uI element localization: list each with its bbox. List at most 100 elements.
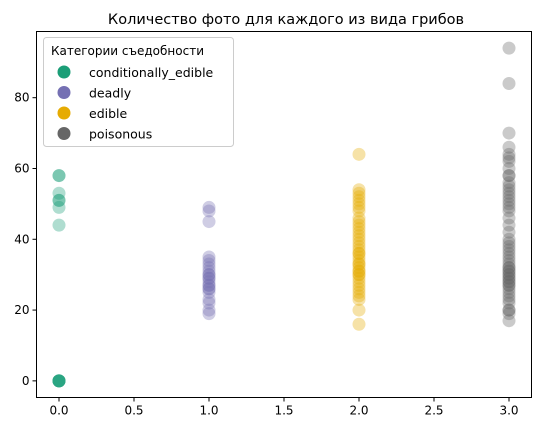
data-point-edible — [352, 211, 366, 225]
data-point-poisonous — [502, 186, 516, 200]
data-point-deadly — [202, 264, 216, 278]
data-point-deadly — [202, 307, 216, 321]
x-tick-label: 1.5 — [274, 404, 293, 418]
x-tick-label: 2.0 — [349, 404, 368, 418]
data-point-edible — [352, 289, 366, 303]
data-point-edible — [352, 268, 366, 282]
data-point-edible — [352, 190, 366, 204]
legend-title: Категории съедобности — [51, 44, 204, 58]
data-point-edible — [352, 204, 366, 218]
data-point-edible — [352, 257, 366, 271]
data-point-edible — [352, 317, 366, 331]
data-point-edible — [352, 292, 366, 306]
data-point-poisonous — [502, 257, 516, 271]
y-tick-label: 40 — [14, 232, 29, 246]
data-point-poisonous — [502, 289, 516, 303]
data-point-poisonous — [502, 193, 516, 207]
data-point-conditionally_edible — [52, 374, 66, 388]
data-point-edible — [352, 271, 366, 285]
data-point-edible — [352, 257, 366, 271]
legend-marker-conditionally_edible — [57, 65, 71, 79]
data-point-poisonous — [502, 271, 516, 285]
data-point-edible — [352, 246, 366, 260]
legend-box — [43, 37, 234, 147]
data-point-poisonous — [502, 264, 516, 278]
chart-title: Количество фото для каждого из вида гриб… — [108, 12, 464, 28]
data-point-edible — [352, 250, 366, 264]
data-point-poisonous — [502, 161, 516, 175]
data-point-poisonous — [502, 285, 516, 299]
data-point-deadly — [202, 303, 216, 317]
data-point-edible — [352, 222, 366, 236]
data-point-poisonous — [502, 296, 516, 310]
legend-marker-poisonous — [57, 127, 71, 140]
legend-label-edible: edible — [89, 106, 128, 121]
data-point-deadly — [202, 271, 216, 285]
data-point-conditionally_edible — [52, 186, 66, 200]
data-point-poisonous — [502, 154, 516, 168]
data-point-conditionally_edible — [52, 169, 66, 183]
data-point-poisonous — [502, 147, 516, 161]
data-point-poisonous — [502, 271, 516, 285]
data-point-poisonous — [502, 190, 516, 204]
data-point-poisonous — [502, 236, 516, 250]
data-point-poisonous — [502, 225, 516, 239]
data-point-deadly — [202, 271, 216, 285]
data-point-edible — [352, 303, 366, 317]
data-point-poisonous — [502, 243, 516, 257]
data-point-poisonous — [502, 278, 516, 292]
data-point-poisonous — [502, 140, 516, 154]
data-point-edible — [352, 264, 366, 278]
data-point-poisonous — [502, 303, 516, 317]
data-point-poisonous — [502, 183, 516, 197]
data-point-poisonous — [502, 204, 516, 218]
y-tick-label: 80 — [14, 91, 29, 105]
data-point-edible — [352, 236, 366, 250]
data-point-conditionally_edible — [52, 200, 66, 214]
data-point-poisonous — [502, 275, 516, 289]
data-point-poisonous — [502, 179, 516, 193]
data-point-edible — [352, 197, 366, 211]
data-point-conditionally_edible — [52, 218, 66, 232]
y-axis: 0 20 40 60 80 — [14, 91, 37, 388]
data-point-poisonous — [502, 268, 516, 282]
data-point-poisonous — [502, 77, 516, 91]
legend-label-poisonous: poisonous — [89, 127, 152, 142]
data-point-edible — [352, 246, 366, 260]
data-point-deadly — [202, 282, 216, 296]
data-point-edible — [352, 183, 366, 197]
data-point-edible — [352, 254, 366, 268]
x-axis: 0.0 0.5 1.0 1.5 2.0 2.5 3.0 — [49, 397, 519, 418]
x-tick-label: 0.0 — [49, 404, 68, 418]
data-point-poisonous — [502, 176, 516, 190]
data-point-deadly — [202, 296, 216, 310]
legend-label-conditionally_edible: conditionally_edible — [89, 65, 214, 80]
data-point-edible — [352, 232, 366, 246]
data-point-deadly — [202, 215, 216, 229]
legend: Категории съедобности conditionally_edib… — [43, 37, 234, 147]
data-point-conditionally_edible — [52, 193, 66, 207]
points-layer — [52, 41, 516, 388]
data-point-poisonous — [502, 232, 516, 246]
data-point-poisonous — [502, 292, 516, 306]
data-point-edible — [352, 147, 366, 161]
data-point-conditionally_edible — [52, 374, 66, 388]
data-point-poisonous — [502, 151, 516, 165]
data-point-deadly — [202, 282, 216, 296]
x-tick-label: 1.0 — [199, 404, 218, 418]
data-point-conditionally_edible — [52, 169, 66, 183]
data-point-edible — [352, 278, 366, 292]
data-point-poisonous — [502, 197, 516, 211]
data-point-deadly — [202, 278, 216, 292]
data-point-deadly — [202, 250, 216, 264]
data-point-deadly — [202, 261, 216, 275]
data-point-deadly — [202, 285, 216, 299]
x-tick-label: 3.0 — [499, 404, 518, 418]
data-point-poisonous — [502, 278, 516, 292]
legend-label-deadly: deadly — [89, 86, 132, 101]
data-point-poisonous — [502, 41, 516, 55]
data-point-poisonous — [502, 169, 516, 183]
data-point-edible — [352, 239, 366, 253]
